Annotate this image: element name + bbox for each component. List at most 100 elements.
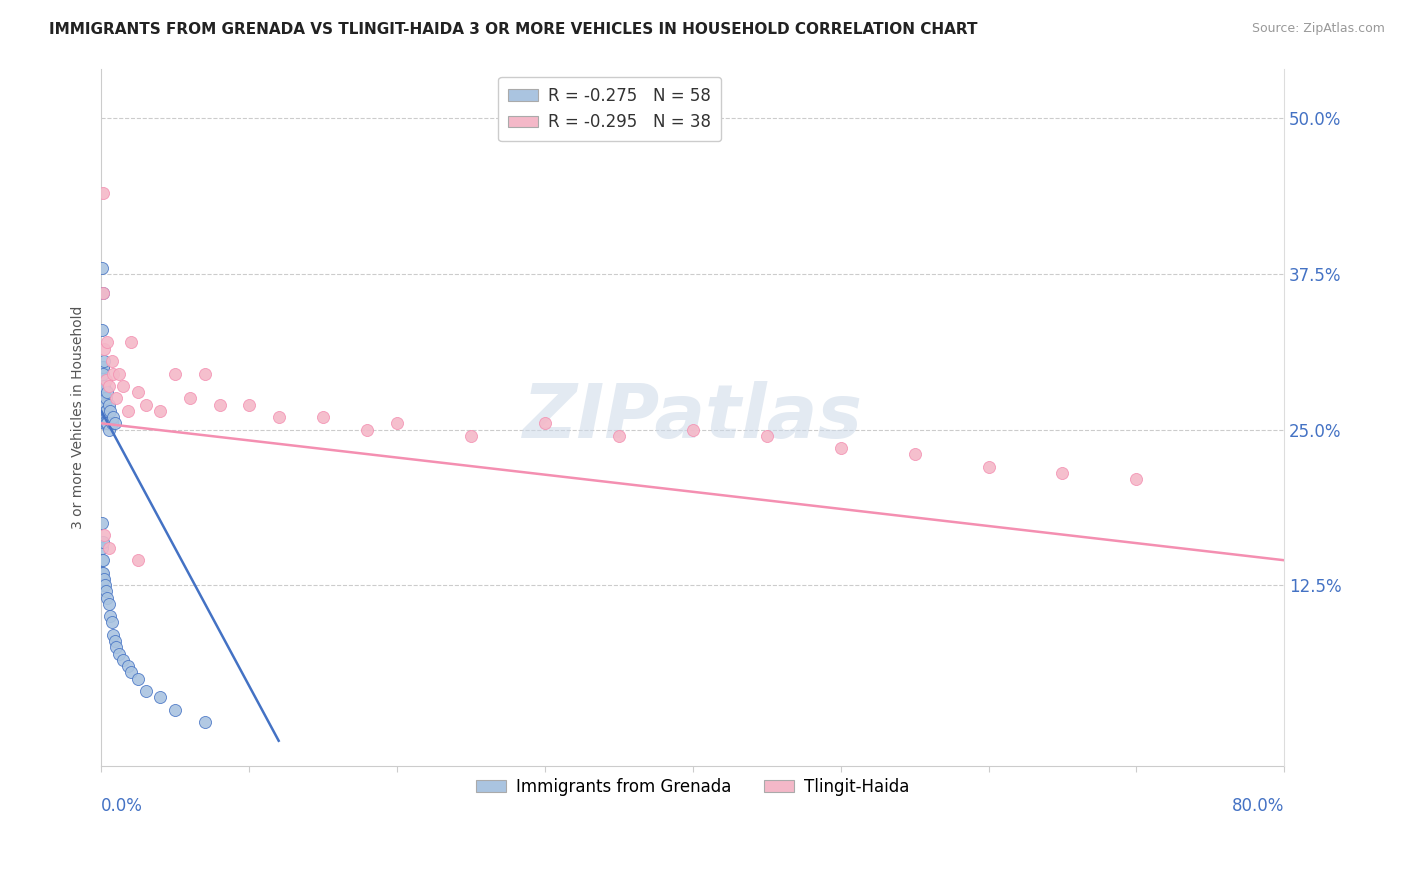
Point (682, 423, 704, 437)
Point (93, 285, 115, 300)
Point (977, 459, 1000, 474)
Point (135, 398, 157, 412)
Point (96, 404, 118, 418)
Point (91, 360, 114, 375)
Point (96, 385, 118, 400)
Point (96, 591, 118, 605)
Point (607, 429, 630, 443)
Point (94, 584, 117, 599)
Point (108, 367, 131, 381)
Point (165, 367, 187, 381)
Point (101, 628, 124, 642)
Point (91, 410, 114, 425)
Point (91, 323, 114, 337)
Y-axis label: 3 or more Vehicles in Household: 3 or more Vehicles in Household (72, 305, 86, 529)
Point (96, 417, 118, 431)
Point (97, 379, 120, 393)
Point (830, 441, 852, 455)
Point (93, 379, 115, 393)
Point (94, 578, 117, 592)
Point (93, 572, 115, 586)
Point (149, 690, 172, 705)
Point (127, 385, 149, 400)
Point (105, 392, 128, 406)
Point (91, 578, 114, 592)
Point (91, 404, 114, 418)
Point (100, 354, 122, 368)
Point (127, 553, 149, 567)
Legend: Immigrants from Grenada, Tlingit-Haida: Immigrants from Grenada, Tlingit-Haida (470, 772, 917, 803)
Point (117, 659, 139, 673)
Point (90, 260, 112, 275)
Point (93, 385, 115, 400)
Point (91, 360, 114, 375)
Point (98, 404, 121, 418)
Text: ZIPatlas: ZIPatlas (523, 381, 863, 454)
Point (93, 354, 115, 368)
Point (534, 417, 557, 431)
Point (91, 367, 114, 381)
Point (112, 379, 135, 393)
Point (93, 342, 115, 356)
Text: 80.0%: 80.0% (1232, 797, 1284, 815)
Point (135, 684, 157, 698)
Point (120, 335, 142, 350)
Point (101, 367, 124, 381)
Point (91, 566, 114, 580)
Point (96, 335, 118, 350)
Point (98, 609, 121, 624)
Point (94, 392, 117, 406)
Point (93, 392, 115, 406)
Point (1052, 466, 1074, 480)
Point (94, 417, 117, 431)
Point (238, 398, 260, 412)
Point (108, 647, 131, 661)
Point (120, 665, 142, 680)
Point (356, 423, 378, 437)
Point (267, 410, 290, 425)
Point (105, 640, 128, 655)
Point (165, 703, 187, 717)
Text: 0.0%: 0.0% (101, 797, 143, 815)
Point (903, 447, 925, 461)
Point (149, 404, 172, 418)
Point (97, 597, 120, 611)
Point (755, 429, 778, 443)
Point (91, 385, 114, 400)
Point (94, 398, 117, 412)
Point (91, 285, 114, 300)
Point (1125, 472, 1147, 486)
Point (94, 404, 117, 418)
Point (101, 410, 124, 425)
Point (112, 653, 135, 667)
Point (91, 553, 114, 567)
Text: Source: ZipAtlas.com: Source: ZipAtlas.com (1251, 22, 1385, 36)
Point (93, 379, 115, 393)
Point (91, 534, 114, 549)
Point (460, 429, 482, 443)
Text: IMMIGRANTS FROM GRENADA VS TLINGIT-HAIDA 3 OR MORE VEHICLES IN HOUSEHOLD CORRELA: IMMIGRANTS FROM GRENADA VS TLINGIT-HAIDA… (49, 22, 977, 37)
Point (90, 516, 112, 530)
Point (97, 423, 120, 437)
Point (91, 572, 114, 586)
Point (91, 541, 114, 555)
Point (127, 672, 149, 686)
Point (93, 367, 115, 381)
Point (385, 417, 408, 431)
Point (194, 715, 217, 730)
Point (93, 528, 115, 542)
Point (179, 392, 201, 406)
Point (208, 398, 231, 412)
Point (103, 634, 125, 648)
Point (312, 410, 335, 425)
Point (103, 417, 125, 431)
Point (94, 373, 117, 387)
Point (194, 367, 217, 381)
Point (117, 404, 139, 418)
Point (91, 398, 114, 412)
Point (93, 417, 115, 431)
Point (91, 186, 114, 200)
Point (91, 553, 114, 567)
Point (97, 398, 120, 412)
Point (93, 566, 115, 580)
